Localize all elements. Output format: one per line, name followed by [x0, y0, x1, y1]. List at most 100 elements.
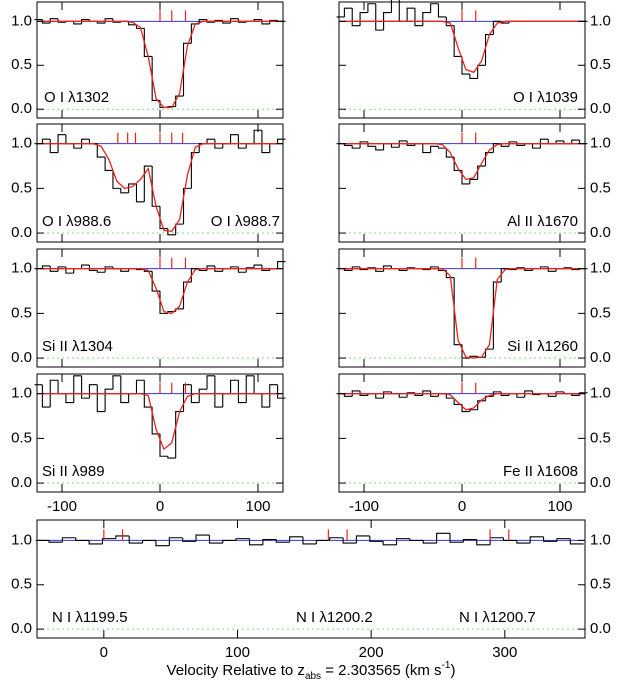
spectrum-bin [159, 433, 168, 457]
spectrum-bin [214, 375, 223, 408]
spectrum-bin [453, 277, 462, 346]
y-tick-label: 1.0 [590, 135, 611, 152]
spectrum-bin [477, 400, 486, 410]
spectrum-bin [237, 18, 247, 23]
spectrum-bin [112, 18, 121, 23]
spectrum-bin [422, 143, 431, 154]
model-line [340, 268, 584, 359]
spectrum-bin [175, 308, 184, 312]
spectrum-bin [57, 380, 66, 395]
spectrum-bin [351, 8, 361, 27]
spectrum-bin [128, 21, 137, 26]
spectrum-bin [120, 188, 129, 194]
spectrum-bin [120, 375, 129, 404]
spectrum-bin [359, 390, 368, 397]
spectrum-bin [302, 536, 317, 545]
spectrum-bin [101, 538, 116, 544]
spectrum-bin [104, 157, 113, 172]
x-tick-label: 100 [225, 644, 250, 661]
spectrum-bin [222, 143, 231, 149]
spectrum-bin [88, 139, 98, 145]
spectrum-bin [359, 11, 368, 26]
y-tick-label: 0.5 [590, 56, 611, 73]
spectrum-bin [409, 538, 424, 541]
spectrum-bin [195, 534, 210, 542]
spectrum-bin [49, 139, 59, 154]
transition-label: Si II λ1260 [507, 338, 578, 355]
spectrum-bin [41, 384, 51, 408]
spectrum-bin [477, 165, 486, 180]
spectrum-bin [159, 206, 168, 230]
y-tick-label: 1.0 [590, 12, 611, 29]
spectrum-bin [375, 393, 384, 399]
spectrum-bin [41, 265, 51, 269]
y-tick-label: 0.5 [11, 179, 32, 196]
x-label-superscript: -1 [442, 660, 451, 671]
spectrum-bin [547, 139, 557, 145]
y-tick-label: 0.0 [11, 474, 32, 491]
spectrum-bin [237, 380, 247, 404]
spectrum-bin [135, 379, 145, 394]
spectrum-bin [142, 539, 156, 544]
spectrum-bin [277, 138, 286, 144]
model-line [340, 143, 584, 181]
y-tick-label: 0.5 [11, 429, 32, 446]
spectrum-bin [104, 388, 113, 412]
y-tick-label: 1.0 [590, 260, 611, 277]
spectrum-bin [571, 139, 580, 144]
spectrum-bin [167, 456, 176, 459]
spectrum-bin [190, 384, 200, 404]
spectrum-bin [461, 56, 470, 75]
spectrum-bin [351, 390, 361, 397]
y-tick-label: 0.0 [11, 224, 32, 241]
spectrum-bin [135, 24, 145, 29]
x-axis-label: Velocity Relative to zabs = 2.303565 (km… [167, 660, 456, 682]
spectrum-bin [516, 393, 525, 398]
spectrum-bin [253, 264, 262, 268]
spectrum-bin [469, 409, 478, 412]
spectrum-bin [569, 538, 584, 545]
x-tick-label: 100 [245, 498, 270, 515]
spectrum-bin [73, 268, 82, 274]
transition-label: O I λ988.7 [211, 213, 280, 230]
x-tick-label: 0 [156, 498, 164, 515]
spectrum-bin [206, 375, 215, 390]
spectrum-bin [230, 379, 239, 394]
spectrum-bin [484, 348, 494, 358]
spectrum-bin [484, 152, 494, 167]
spectrum-bin [115, 535, 130, 539]
spectrum-bin [555, 391, 564, 397]
x-label-subscript: abs [305, 671, 321, 682]
spectrum-bin [437, 3, 447, 18]
spectrum-bin [57, 266, 66, 272]
spectrum-bin [369, 535, 384, 542]
spectrum-bin [237, 134, 247, 149]
spectrum-bin [383, 11, 392, 31]
spectrum-bin [382, 541, 397, 546]
spectrum-bin [492, 143, 502, 153]
y-tick-label: 1.0 [590, 531, 611, 548]
spectrum-bin [406, 7, 415, 22]
spectrum-bin [449, 533, 464, 543]
spectrum-bin [175, 223, 184, 235]
spectrum-bin [367, 3, 376, 13]
x-label-text: Velocity Relative to z [167, 662, 305, 679]
spectrum-bin [445, 393, 455, 399]
spectrum-bin [175, 95, 184, 107]
y-tick-label: 1.0 [11, 12, 32, 29]
spectrum-bin [65, 266, 74, 274]
spectrum-bin [190, 268, 200, 283]
y-tick-label: 0.5 [11, 576, 32, 593]
spectrum-bin [96, 143, 106, 158]
spectrum-bin [155, 540, 170, 547]
spectrum-bin [436, 532, 451, 544]
y-tick-label: 1.0 [11, 260, 32, 277]
spectrum-bin [277, 260, 286, 269]
spectrum-bin [61, 537, 76, 543]
spectrum-bin [81, 19, 90, 24]
spectrum-bin [81, 264, 90, 269]
y-tick-label: 0.5 [11, 304, 32, 321]
spectrum-bin [489, 537, 504, 545]
spectrum-bin [539, 138, 549, 149]
y-tick-label: 0.0 [590, 100, 611, 117]
